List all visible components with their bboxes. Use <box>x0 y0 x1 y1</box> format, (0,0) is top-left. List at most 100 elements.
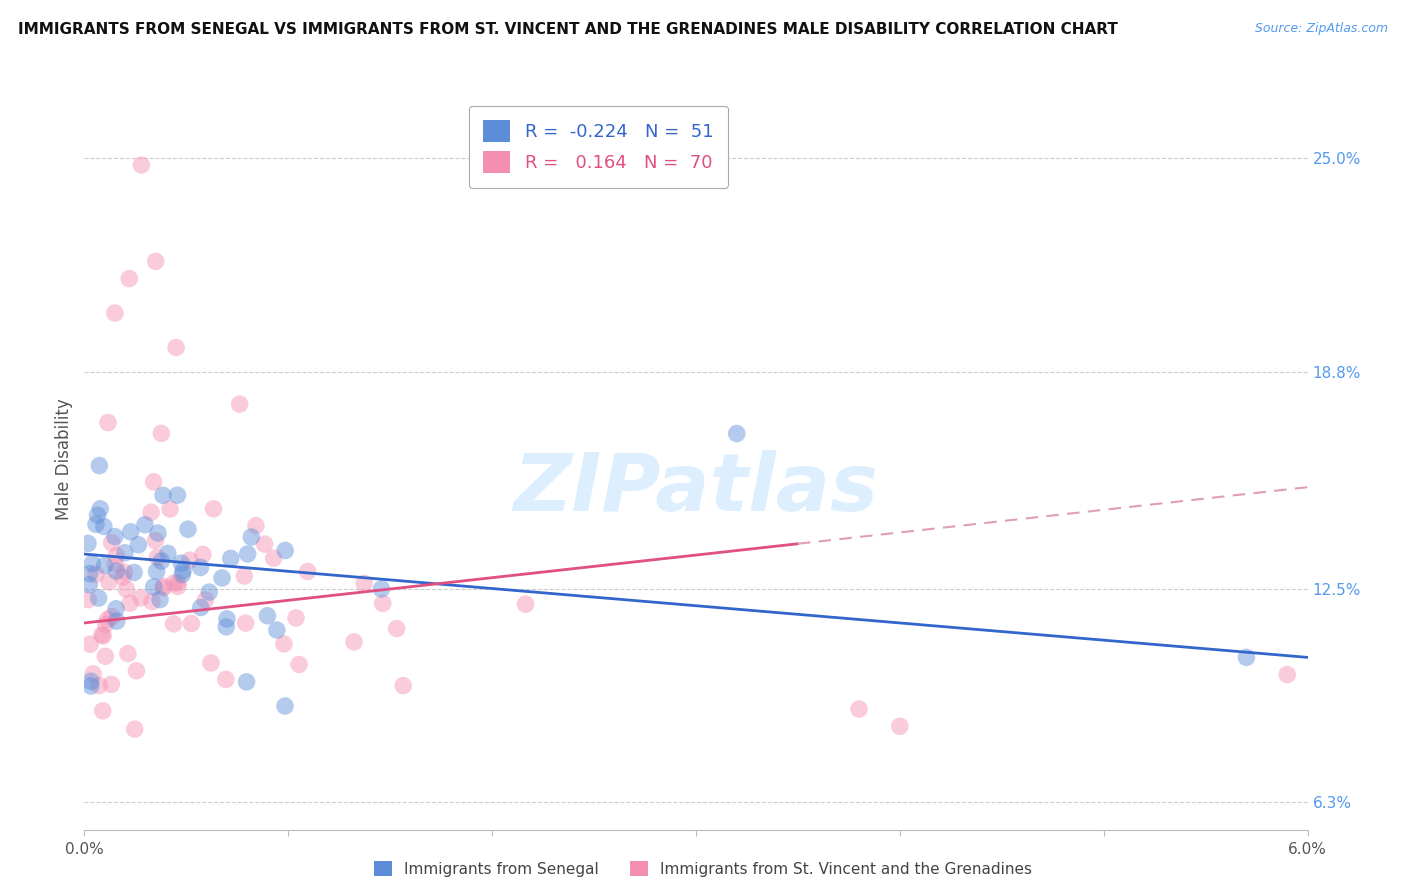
Point <box>215 620 238 634</box>
Point <box>93 558 115 573</box>
Point <box>166 488 188 502</box>
Point <box>256 608 278 623</box>
Point <box>159 502 181 516</box>
Point <box>118 271 141 285</box>
Point <box>152 579 174 593</box>
Point <box>297 565 319 579</box>
Point <box>156 546 179 560</box>
Point <box>89 501 111 516</box>
Point <box>273 637 295 651</box>
Point <box>104 530 127 544</box>
Point <box>235 616 257 631</box>
Point <box>515 597 537 611</box>
Point <box>285 611 308 625</box>
Point <box>86 508 108 523</box>
Point <box>191 548 214 562</box>
Point <box>145 254 167 268</box>
Point <box>129 591 152 605</box>
Point <box>228 397 250 411</box>
Point <box>94 617 117 632</box>
Point <box>105 614 128 628</box>
Point <box>889 719 911 733</box>
Text: IMMIGRANTS FROM SENEGAL VS IMMIGRANTS FROM ST. VINCENT AND THE GRENADINES MALE D: IMMIGRANTS FROM SENEGAL VS IMMIGRANTS FR… <box>18 22 1118 37</box>
Legend: R =  -0.224   N =  51, R =   0.164   N =  70: R = -0.224 N = 51, R = 0.164 N = 70 <box>468 105 728 187</box>
Point <box>385 622 408 636</box>
Point <box>111 570 134 584</box>
Point <box>91 629 114 643</box>
Point <box>124 722 146 736</box>
Point <box>190 600 212 615</box>
Point <box>145 565 167 579</box>
Point <box>235 674 257 689</box>
Point <box>104 306 127 320</box>
Point <box>143 533 166 548</box>
Point <box>1236 650 1258 665</box>
Point <box>104 557 127 571</box>
Point <box>165 341 187 355</box>
Point <box>288 657 311 672</box>
Point <box>167 579 190 593</box>
Point <box>141 594 163 608</box>
Point <box>233 569 256 583</box>
Point <box>172 564 194 578</box>
Point <box>105 564 128 578</box>
Point <box>100 609 122 624</box>
Point <box>100 677 122 691</box>
Point <box>848 702 870 716</box>
Point <box>84 517 107 532</box>
Point <box>97 416 120 430</box>
Point <box>146 526 169 541</box>
Point <box>202 501 225 516</box>
Point <box>120 524 142 539</box>
Point <box>215 612 238 626</box>
Point <box>77 536 100 550</box>
Point <box>150 554 173 568</box>
Point <box>142 580 165 594</box>
Point <box>142 475 165 489</box>
Point <box>245 518 267 533</box>
Point <box>1277 667 1299 681</box>
Point <box>353 576 375 591</box>
Point <box>79 637 101 651</box>
Point <box>392 679 415 693</box>
Point <box>90 628 112 642</box>
Point <box>89 679 111 693</box>
Point <box>105 601 128 615</box>
Point <box>105 549 128 563</box>
Point <box>163 576 186 591</box>
Point <box>198 585 221 599</box>
Point <box>97 612 120 626</box>
Point <box>371 596 394 610</box>
Point <box>162 616 184 631</box>
Point <box>190 560 212 574</box>
Point <box>149 592 172 607</box>
Point <box>167 575 190 590</box>
Point <box>80 674 103 689</box>
Point <box>82 666 104 681</box>
Point <box>172 567 194 582</box>
Point <box>115 582 138 596</box>
Text: Source: ZipAtlas.com: Source: ZipAtlas.com <box>1254 22 1388 36</box>
Point <box>125 664 148 678</box>
Point <box>343 635 366 649</box>
Point <box>240 530 263 544</box>
Point <box>177 522 200 536</box>
Point <box>179 553 201 567</box>
Point <box>211 571 233 585</box>
Point <box>77 578 100 592</box>
Point <box>79 566 101 581</box>
Point <box>100 535 122 549</box>
Point <box>114 565 136 579</box>
Point <box>77 592 100 607</box>
Point <box>236 547 259 561</box>
Point <box>118 596 141 610</box>
Point <box>146 550 169 565</box>
Point <box>98 574 121 589</box>
Point <box>131 158 153 172</box>
Point <box>725 426 748 441</box>
Point <box>114 546 136 560</box>
Point <box>200 656 222 670</box>
Point <box>87 591 110 605</box>
Point <box>117 647 139 661</box>
Point <box>89 458 111 473</box>
